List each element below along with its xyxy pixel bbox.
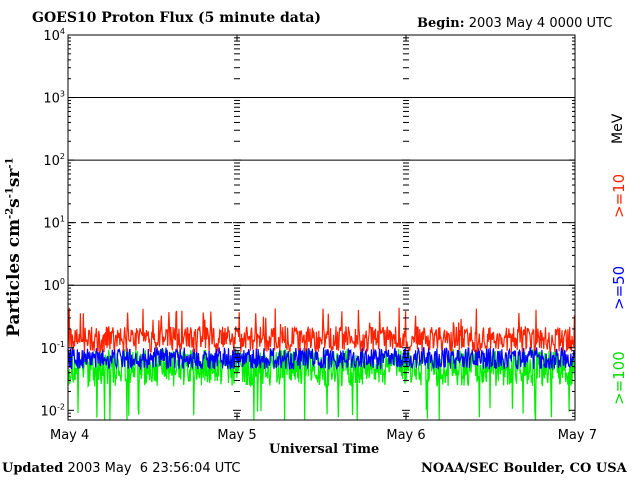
series-line-ge10 (67, 307, 576, 354)
begin-value: 2003 May 4 0000 UTC (468, 16, 613, 31)
legend-ge100: >=100 (610, 351, 628, 405)
y-tick-label-2: 100 (43, 277, 65, 294)
begin-label: Begin: (417, 16, 465, 31)
footer-updated: Updated 2003 May 6 23:56:04 UTC (2, 462, 241, 475)
y-axis-label-mid2: sr (4, 168, 24, 188)
x-axis-label: Universal Time (269, 442, 380, 457)
y-tick-label-6: 104 (43, 27, 65, 44)
y-tick-label-3: 101 (43, 215, 65, 232)
legend-unit: MeV (610, 113, 626, 144)
plot-frame (67, 34, 576, 421)
footer-updated-value: 2003 May 6 23:56:04 UTC (67, 461, 241, 476)
grid-layer (68, 97, 575, 286)
legend-ge10: >=10 (610, 173, 628, 218)
x-tick-label-3: May 7 (558, 428, 597, 443)
begin-info: Begin: 2003 May 4 0000 UTC (417, 17, 612, 30)
x-tick-label-2: May 6 (386, 428, 425, 443)
y-tick-label-5: 103 (43, 90, 65, 107)
y-axis-label-mid1: s (4, 198, 24, 208)
footer-source: NOAA/SEC Boulder, CO USA (421, 461, 627, 476)
footer-updated-label: Updated (2, 461, 64, 476)
x-tick-label-0: May 4 (50, 428, 89, 443)
y-axis-label: Particles cm-2s-1sr-1 (4, 158, 24, 338)
y-tick-label-0: 10-2 (40, 402, 65, 419)
y-axis-label-exp3: -1 (4, 157, 16, 169)
x-tick-label-1: May 5 (217, 428, 256, 443)
legend-ge50: >=50 (610, 265, 628, 310)
y-axis-label-exp1: -2 (4, 207, 16, 219)
y-tick-label-4: 102 (43, 152, 65, 169)
series-layer (67, 307, 576, 421)
y-tick-label-1: 10-1 (40, 340, 65, 357)
chart-title: GOES10 Proton Flux (5 minute data) (32, 10, 322, 26)
y-axis-label-exp2: -1 (4, 187, 16, 199)
series-line-ge50 (67, 346, 576, 371)
y-axis-label-main: Particles cm (4, 218, 24, 337)
tick-layer: 10-2 10-1 100 101 102 103 104 May 4 May 5 May 6 Ma… (40, 27, 597, 443)
